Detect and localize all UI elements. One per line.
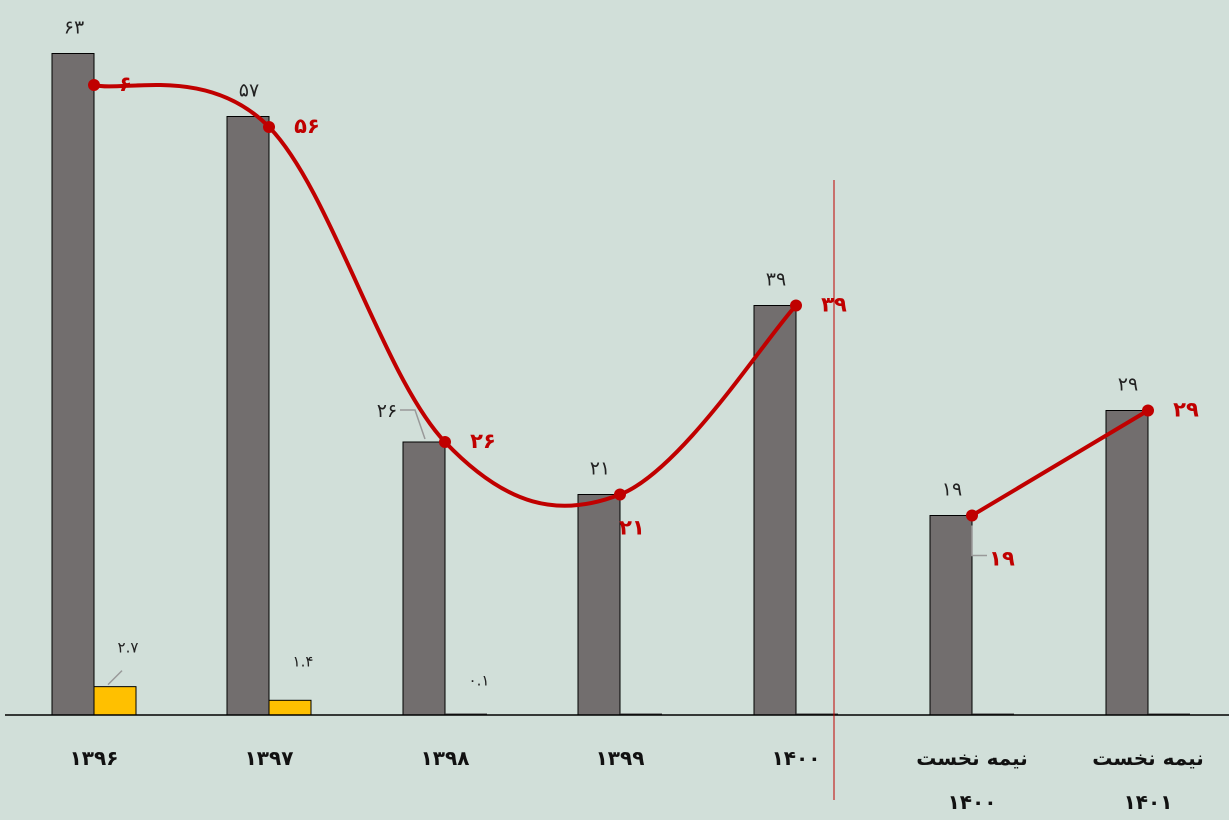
- line-value-label-6: ۲۹: [1173, 398, 1199, 422]
- line-value-label-0: ۶۰: [119, 72, 145, 96]
- category-label-5-0: نیمه نخست: [916, 746, 1028, 770]
- line-value-label-3: ۲۱: [619, 516, 645, 540]
- category-label-4-0: ۱۴۰۰: [772, 746, 821, 770]
- line-value-label-1: ۵۶: [294, 114, 320, 138]
- category-label-3-0: ۱۳۹۹: [596, 746, 645, 770]
- line-point-1: [263, 121, 275, 133]
- bar-main-value-label-0: ۶۳: [64, 17, 84, 39]
- category-label-1-0: ۱۳۹۷: [245, 746, 294, 770]
- bar-secondary-1: [268, 699, 312, 716]
- line-point-5: [966, 509, 978, 522]
- line-value-label-4: ۳۹: [821, 293, 847, 317]
- leader-line-main-2: [400, 409, 426, 440]
- category-label-6-0: نیمه نخست: [1092, 746, 1204, 770]
- bar-main-2: [402, 441, 446, 716]
- bar-main-3: [577, 494, 621, 716]
- category-label-0-0: ۱۳۹۶: [70, 746, 119, 770]
- bar-main-value-label-4: ۳۹: [766, 269, 786, 291]
- bar-main-1: [226, 116, 270, 716]
- bar-secondary-value-label-2: ۰.۱: [469, 672, 490, 690]
- line-point-4: [790, 299, 802, 312]
- leader-line-5: [971, 525, 987, 557]
- category-label-5-1: ۱۴۰۰: [948, 790, 997, 814]
- bar-main-5: [929, 515, 973, 716]
- category-label-2-0: ۱۳۹۸: [421, 746, 470, 770]
- line-point-6: [1142, 404, 1154, 417]
- trend-line-segment-0: [93, 82, 798, 508]
- leader-line-secondary-0: [107, 670, 123, 686]
- bar-main-4: [753, 305, 797, 716]
- bar-secondary-value-label-0: ۲.۷: [118, 639, 139, 657]
- category-label-6-1: ۱۴۰۱: [1124, 790, 1173, 814]
- line-point-0: [88, 79, 100, 91]
- line-value-label-5: ۱۹: [989, 547, 1015, 571]
- bar-main-0: [51, 53, 95, 716]
- bar-main-value-label-5: ۱۹: [942, 479, 962, 501]
- trend-line-segment-1: [970, 408, 1150, 518]
- bar-secondary-0: [93, 686, 137, 716]
- line-value-label-2: ۲۶: [470, 429, 496, 453]
- bar-main-value-label-2: ۲۶: [377, 400, 397, 422]
- bar-main-value-label-6: ۲۹: [1118, 374, 1138, 396]
- bar-main-value-label-3: ۲۱: [590, 458, 610, 480]
- bar-main-value-label-1: ۵۷: [239, 80, 259, 102]
- bar-secondary-value-label-1: ۱.۴: [293, 652, 314, 670]
- bar-main-6: [1105, 410, 1149, 716]
- line-point-2: [439, 436, 451, 448]
- line-point-3: [614, 488, 626, 501]
